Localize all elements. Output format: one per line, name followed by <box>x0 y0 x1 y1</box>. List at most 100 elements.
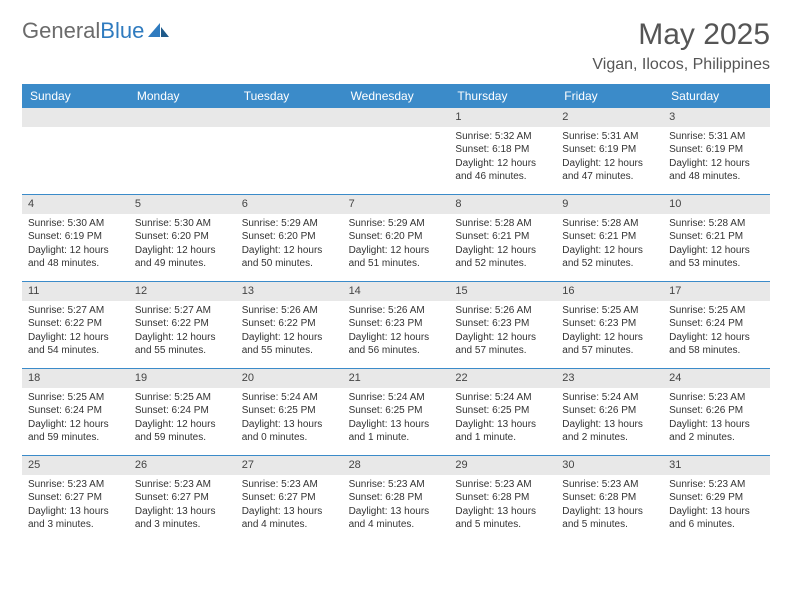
day-dl2: and 57 minutes. <box>455 344 550 358</box>
day-number: 23 <box>556 369 663 388</box>
logo-part1: General <box>22 18 100 43</box>
day-number: 10 <box>663 195 770 214</box>
day-number: 17 <box>663 282 770 301</box>
day-dl1: Daylight: 13 hours <box>455 505 550 519</box>
calendar-day: 5Sunrise: 5:30 AMSunset: 6:20 PMDaylight… <box>129 195 236 281</box>
calendar-day: 7Sunrise: 5:29 AMSunset: 6:20 PMDaylight… <box>343 195 450 281</box>
day-number: 20 <box>236 369 343 388</box>
day-number: 14 <box>343 282 450 301</box>
day-sunrise: Sunrise: 5:30 AM <box>28 217 123 231</box>
day-sunset: Sunset: 6:19 PM <box>28 230 123 244</box>
day-sunset: Sunset: 6:23 PM <box>455 317 550 331</box>
day-number <box>343 108 450 127</box>
calendar-day: 28Sunrise: 5:23 AMSunset: 6:28 PMDayligh… <box>343 456 450 542</box>
day-number: 19 <box>129 369 236 388</box>
day-number: 26 <box>129 456 236 475</box>
logo: GeneralBlue <box>22 18 170 44</box>
day-dl1: Daylight: 13 hours <box>242 505 337 519</box>
day-content: Sunrise: 5:24 AMSunset: 6:26 PMDaylight:… <box>556 390 663 449</box>
day-dl1: Daylight: 12 hours <box>28 418 123 432</box>
calendar-day: 13Sunrise: 5:26 AMSunset: 6:22 PMDayligh… <box>236 282 343 368</box>
calendar-day: 17 Sunrise: 5:25 AMSunset: 6:24 PMDayligh… <box>663 282 770 368</box>
day-dl1: Daylight: 12 hours <box>242 244 337 258</box>
day-dl1: Daylight: 12 hours <box>455 331 550 345</box>
day-sunrise: Sunrise: 5:24 AM <box>455 391 550 405</box>
day-dl2: and 53 minutes. <box>669 257 764 271</box>
day-sunrise: Sunrise: 5:23 AM <box>455 478 550 492</box>
day-content: Sunrise: 5:23 AMSunset: 6:28 PMDaylight:… <box>343 477 450 536</box>
day-content: Sunrise: 5:23 AMSunset: 6:27 PMDaylight:… <box>22 477 129 536</box>
day-content: Sunrise: 5:25 AMSunset: 6:24 PMDaylight:… <box>663 303 770 362</box>
calendar-day: 6Sunrise: 5:29 AMSunset: 6:20 PMDaylight… <box>236 195 343 281</box>
day-content: Sunrise: 5:26 AMSunset: 6:23 PMDaylight:… <box>343 303 450 362</box>
day-sunset: Sunset: 6:27 PM <box>135 491 230 505</box>
calendar-day: 16Sunrise: 5:25 AMSunset: 6:23 PMDayligh… <box>556 282 663 368</box>
day-sunset: Sunset: 6:25 PM <box>349 404 444 418</box>
logo-sail-icon <box>148 20 170 43</box>
day-sunset: Sunset: 6:21 PM <box>669 230 764 244</box>
day-sunrise: Sunrise: 5:23 AM <box>562 478 657 492</box>
day-sunset: Sunset: 6:21 PM <box>455 230 550 244</box>
day-dl1: Daylight: 12 hours <box>562 157 657 171</box>
day-dl1: Daylight: 13 hours <box>135 505 230 519</box>
day-dl2: and 55 minutes. <box>242 344 337 358</box>
day-dl2: and 55 minutes. <box>135 344 230 358</box>
calendar-day-empty <box>236 108 343 194</box>
title-block: May 2025 Vigan, Ilocos, Philippines <box>592 18 770 74</box>
day-sunrise: Sunrise: 5:23 AM <box>669 391 764 405</box>
day-sunrise: Sunrise: 5:23 AM <box>349 478 444 492</box>
day-number: 12 <box>129 282 236 301</box>
day-sunset: Sunset: 6:23 PM <box>562 317 657 331</box>
day-sunset: Sunset: 6:20 PM <box>349 230 444 244</box>
day-sunset: Sunset: 6:21 PM <box>562 230 657 244</box>
day-sunrise: Sunrise: 5:25 AM <box>135 391 230 405</box>
day-dl1: Daylight: 12 hours <box>28 331 123 345</box>
day-dl1: Daylight: 12 hours <box>135 418 230 432</box>
day-sunset: Sunset: 6:20 PM <box>135 230 230 244</box>
day-sunset: Sunset: 6:25 PM <box>455 404 550 418</box>
day-sunset: Sunset: 6:28 PM <box>455 491 550 505</box>
day-content: Sunrise: 5:30 AMSunset: 6:19 PMDaylight:… <box>22 216 129 275</box>
day-dl1: Daylight: 12 hours <box>349 244 444 258</box>
day-sunrise: Sunrise: 5:23 AM <box>135 478 230 492</box>
calendar-day: 12 Sunrise: 5:27 AMSunset: 6:22 PMDayligh… <box>129 282 236 368</box>
calendar-week: 4Sunrise: 5:30 AMSunset: 6:19 PMDaylight… <box>22 195 770 282</box>
calendar-day: 25Sunrise: 5:23 AMSunset: 6:27 PMDayligh… <box>22 456 129 542</box>
day-content: Sunrise: 5:27 AMSunset: 6:22 PMDaylight:… <box>129 303 236 362</box>
day-number <box>22 108 129 127</box>
day-content: Sunrise: 5:26 AMSunset: 6:23 PMDaylight:… <box>449 303 556 362</box>
day-sunset: Sunset: 6:18 PM <box>455 143 550 157</box>
calendar: SundayMondayTuesdayWednesdayThursdayFrid… <box>22 84 770 542</box>
day-number: 15 <box>449 282 556 301</box>
day-dl2: and 49 minutes. <box>135 257 230 271</box>
day-sunset: Sunset: 6:23 PM <box>349 317 444 331</box>
day-dl1: Daylight: 12 hours <box>28 244 123 258</box>
day-dl1: Daylight: 13 hours <box>242 418 337 432</box>
day-number <box>236 108 343 127</box>
day-sunset: Sunset: 6:29 PM <box>669 491 764 505</box>
calendar-day: 15 Sunrise: 5:26 AMSunset: 6:23 PMDayligh… <box>449 282 556 368</box>
day-dl2: and 48 minutes. <box>669 170 764 184</box>
day-number: 21 <box>343 369 450 388</box>
calendar-day-empty <box>129 108 236 194</box>
day-number: 9 <box>556 195 663 214</box>
calendar-day: 14 Sunrise: 5:26 AMSunset: 6:23 PMDayligh… <box>343 282 450 368</box>
day-sunset: Sunset: 6:28 PM <box>562 491 657 505</box>
day-dl2: and 46 minutes. <box>455 170 550 184</box>
day-dl1: Daylight: 12 hours <box>669 244 764 258</box>
day-sunrise: Sunrise: 5:25 AM <box>562 304 657 318</box>
calendar-week: 11Sunrise: 5:27 AMSunset: 6:22 PMDayligh… <box>22 282 770 369</box>
weekday-header: Thursday <box>449 84 556 108</box>
calendar-day: 8Sunrise: 5:28 AMSunset: 6:21 PMDaylight… <box>449 195 556 281</box>
weekday-header: Tuesday <box>236 84 343 108</box>
day-sunset: Sunset: 6:28 PM <box>349 491 444 505</box>
day-sunrise: Sunrise: 5:26 AM <box>455 304 550 318</box>
day-dl1: Daylight: 12 hours <box>242 331 337 345</box>
day-number: 13 <box>236 282 343 301</box>
calendar-day: 10Sunrise: 5:28 AMSunset: 6:21 PMDayligh… <box>663 195 770 281</box>
day-dl1: Daylight: 13 hours <box>455 418 550 432</box>
day-sunrise: Sunrise: 5:25 AM <box>28 391 123 405</box>
day-content: Sunrise: 5:24 AMSunset: 6:25 PMDaylight:… <box>449 390 556 449</box>
day-dl2: and 52 minutes. <box>562 257 657 271</box>
day-dl2: and 54 minutes. <box>28 344 123 358</box>
